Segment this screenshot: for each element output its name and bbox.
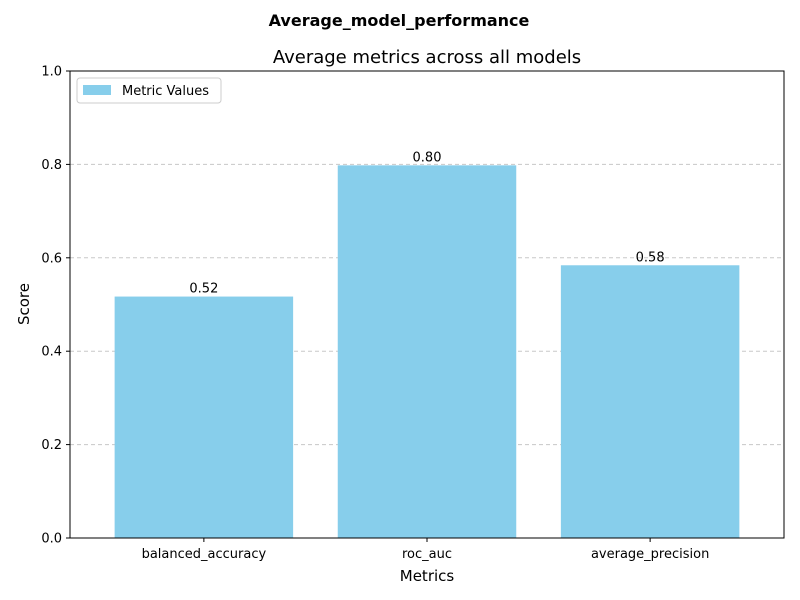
bar-value-label: 0.80	[413, 150, 442, 165]
y-tick-label: 1.0	[41, 65, 62, 80]
bar	[560, 265, 740, 538]
legend-label: Metric Values	[122, 84, 209, 99]
figure-suptitle: Average_model_performance	[269, 11, 530, 30]
x-tick-label: average_precision	[591, 547, 709, 562]
chart-title: Average metrics across all models	[273, 47, 581, 68]
legend-swatch	[83, 85, 111, 95]
y-tick-label: 0.4	[41, 345, 62, 360]
bar-value-label: 0.52	[189, 282, 218, 297]
y-tick-label: 0.8	[41, 158, 62, 173]
legend-box	[76, 77, 222, 104]
bar	[114, 296, 294, 538]
x-tick-label: balanced_accuracy	[142, 547, 267, 562]
bar	[337, 165, 517, 539]
y-tick-label: 0.0	[41, 532, 62, 547]
legend: Metric Values	[76, 77, 222, 104]
y-axis-ticks: 0.0 0.2 0.4 0.6 0.8 1.0	[41, 65, 70, 547]
y-axis-label: Score	[15, 283, 33, 325]
x-axis-label: Metrics	[400, 567, 455, 585]
bars-group: 0.52 0.80 0.58	[114, 150, 740, 539]
x-axis-ticks: balanced_accuracy roc_auc average_precisio…	[142, 538, 709, 562]
bar-value-label: 0.58	[636, 250, 665, 265]
x-tick-label: roc_auc	[402, 547, 452, 562]
y-tick-label: 0.2	[41, 438, 62, 453]
y-tick-label: 0.6	[41, 251, 62, 266]
